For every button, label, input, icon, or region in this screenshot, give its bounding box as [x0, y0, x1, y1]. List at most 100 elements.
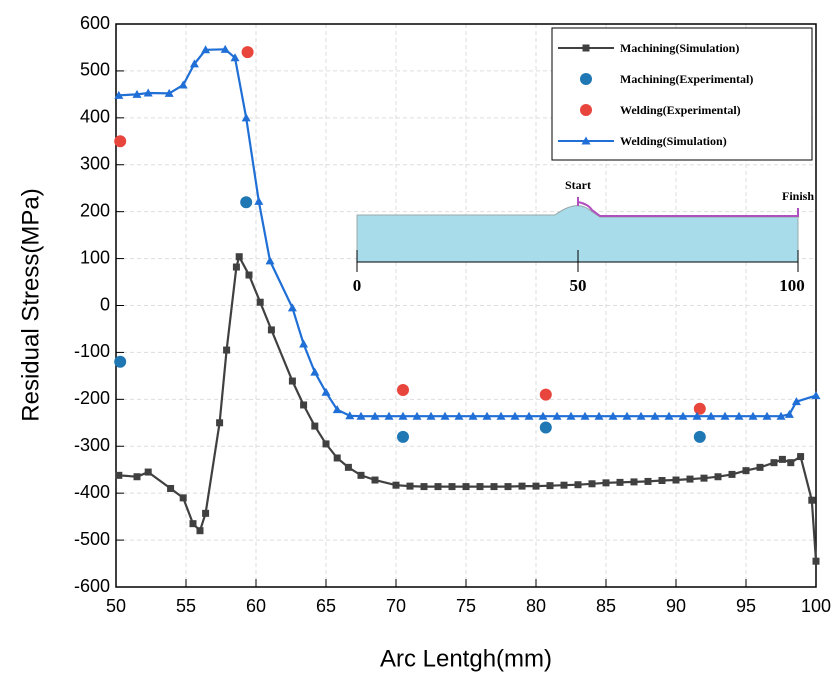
- marker: [256, 298, 264, 306]
- series-line: [118, 48, 817, 418]
- marker: [420, 483, 428, 491]
- marker: [287, 303, 297, 312]
- marker: [706, 411, 716, 420]
- marker: [241, 46, 254, 59]
- marker: [115, 471, 123, 479]
- marker: [392, 481, 400, 489]
- marker: [748, 411, 758, 420]
- marker: [546, 482, 554, 490]
- marker: [672, 476, 680, 484]
- marker: [539, 421, 552, 434]
- marker: [201, 45, 211, 54]
- inset-tick: 50: [570, 276, 587, 295]
- marker: [310, 367, 320, 376]
- x-tick-label: 95: [736, 596, 756, 616]
- marker: [412, 411, 422, 420]
- marker: [490, 483, 498, 491]
- marker: [630, 478, 638, 486]
- marker: [678, 411, 688, 420]
- marker: [812, 557, 820, 565]
- x-tick-label: 55: [176, 596, 196, 616]
- marker: [397, 430, 409, 443]
- marker: [693, 430, 706, 443]
- marker: [468, 411, 478, 420]
- marker: [524, 411, 534, 420]
- marker: [114, 90, 124, 99]
- marker: [189, 520, 197, 528]
- marker: [700, 474, 708, 482]
- marker: [778, 455, 786, 463]
- marker: [223, 346, 231, 354]
- marker: [636, 411, 646, 420]
- marker: [143, 88, 153, 97]
- legend-marker: [581, 136, 591, 145]
- marker: [594, 411, 604, 420]
- y-tick-label: 200: [80, 200, 110, 220]
- marker: [664, 411, 674, 420]
- marker: [622, 411, 632, 420]
- marker: [454, 411, 464, 420]
- marker: [714, 473, 722, 481]
- marker: [357, 471, 365, 479]
- marker: [333, 454, 341, 462]
- inset-finish: Finish: [782, 189, 814, 203]
- x-tick-label: 90: [666, 596, 686, 616]
- marker: [692, 411, 702, 420]
- marker: [440, 411, 450, 420]
- marker: [482, 411, 492, 420]
- marker: [384, 411, 394, 420]
- x-tick-label: 65: [316, 596, 336, 616]
- y-tick-label: -400: [74, 482, 110, 502]
- x-tick-label: 100: [801, 596, 831, 616]
- x-tick-label: 50: [106, 596, 126, 616]
- marker: [202, 509, 210, 517]
- x-tick-label: 75: [456, 596, 476, 616]
- marker: [178, 80, 188, 89]
- x-axis-title: Arc Lentgh(mm): [380, 645, 552, 672]
- marker: [496, 411, 506, 420]
- marker: [791, 397, 801, 406]
- marker: [144, 468, 152, 476]
- marker: [560, 481, 568, 489]
- x-tick-label: 70: [386, 596, 406, 616]
- marker: [398, 411, 408, 420]
- marker: [265, 256, 275, 265]
- marker: [132, 89, 142, 98]
- marker: [742, 467, 750, 475]
- y-tick-label: 500: [80, 60, 110, 80]
- marker: [720, 411, 730, 420]
- marker: [344, 463, 352, 471]
- marker: [434, 483, 442, 491]
- marker: [164, 88, 174, 97]
- marker: [245, 271, 253, 279]
- marker: [574, 481, 582, 489]
- y-tick-label: 600: [80, 13, 110, 33]
- marker: [216, 419, 224, 427]
- marker: [220, 44, 230, 53]
- legend-box: [551, 27, 813, 161]
- marker: [267, 326, 275, 334]
- marker: [552, 411, 562, 420]
- marker: [462, 483, 470, 491]
- marker: [808, 496, 816, 504]
- y-tick-label: -100: [74, 341, 110, 361]
- marker: [734, 411, 744, 420]
- x-tick-label: 60: [246, 596, 266, 616]
- marker: [371, 476, 379, 484]
- marker: [518, 482, 526, 490]
- marker: [406, 482, 414, 490]
- marker: [770, 459, 778, 467]
- marker: [240, 196, 253, 209]
- marker: [797, 453, 805, 461]
- y-tick-label: -600: [74, 576, 110, 596]
- y-tick-label: -200: [74, 388, 110, 408]
- marker: [311, 422, 319, 430]
- legend-label: Welding(Simulation): [620, 134, 727, 148]
- marker: [397, 383, 409, 396]
- y-tick-label: -300: [74, 435, 110, 455]
- marker: [179, 494, 187, 502]
- marker: [300, 401, 308, 409]
- marker: [114, 135, 127, 148]
- y-tick-label: 400: [80, 107, 110, 127]
